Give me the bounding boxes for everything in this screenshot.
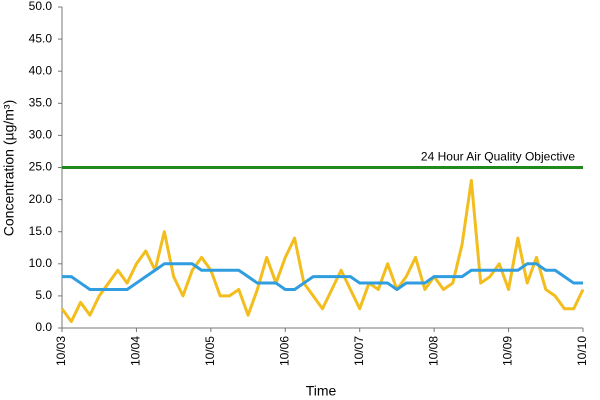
y-tick-label: 20.0 — [29, 192, 53, 206]
x-tick-label: 10/05 — [203, 336, 217, 366]
y-tick-label: 0.0 — [35, 320, 52, 334]
y-tick-label: 35.0 — [29, 95, 53, 109]
reference-label: 24 Hour Air Quality Objective — [421, 150, 575, 164]
x-axis-label: Time — [306, 383, 337, 399]
y-tick-label: 50.0 — [29, 0, 53, 13]
x-tick-label: 10/10 — [575, 336, 589, 366]
x-tick-label: 10/08 — [426, 336, 440, 366]
x-tick-label: 10/09 — [501, 336, 515, 366]
y-tick-label: 15.0 — [29, 224, 53, 238]
x-tick-label: 10/06 — [277, 336, 291, 366]
y-tick-label: 10.0 — [29, 256, 53, 270]
data-line — [60, 178, 585, 324]
x-tick-label: 10/07 — [352, 336, 366, 366]
y-tick-label: 40.0 — [29, 63, 53, 77]
y-tick-label: 30.0 — [29, 128, 53, 142]
data-line — [62, 262, 583, 291]
y-axis-label: Concentration (µg/m³) — [1, 100, 17, 236]
y-tick-label: 45.0 — [29, 31, 53, 45]
y-tick-label: 5.0 — [35, 288, 52, 302]
y-tick-label: 25.0 — [29, 160, 53, 174]
x-tick-label: 10/03 — [54, 336, 68, 366]
x-tick-label: 10/04 — [129, 336, 143, 366]
